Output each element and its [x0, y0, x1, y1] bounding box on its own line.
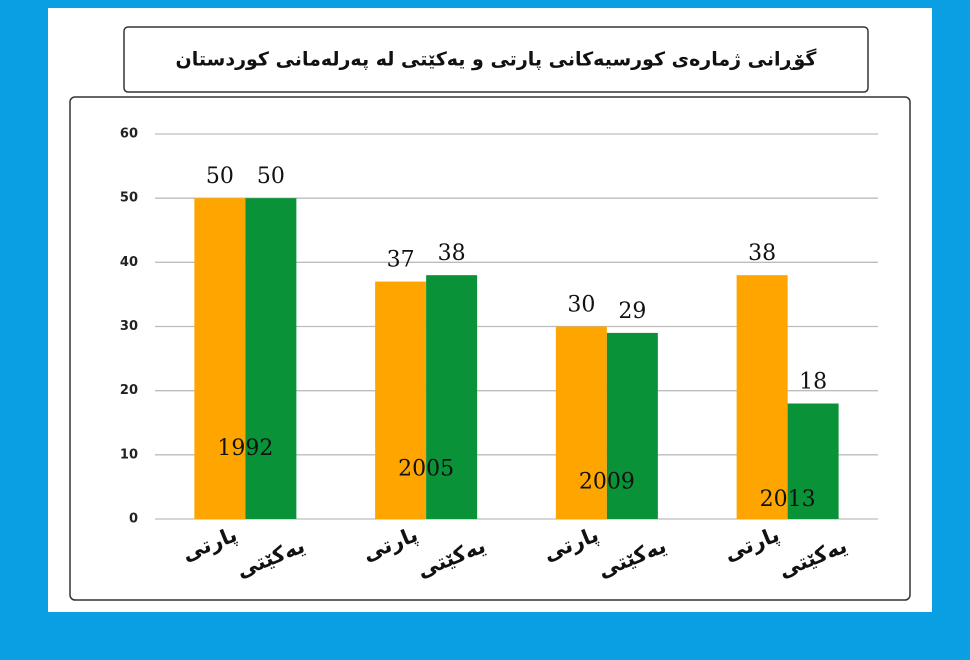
y-tick-label: 30 — [120, 319, 138, 334]
value-label: 38 — [438, 241, 466, 266]
y-tick-label: 50 — [120, 191, 138, 206]
category-label: 1992 — [217, 436, 273, 461]
y-tick-label: 10 — [120, 447, 138, 462]
category-label: 2009 — [579, 469, 635, 494]
bar — [736, 275, 788, 519]
value-label: 50 — [257, 164, 285, 189]
y-tick-label: 60 — [120, 127, 138, 142]
value-label: 38 — [748, 241, 776, 266]
y-tick-label: 0 — [129, 512, 138, 527]
bar — [426, 275, 478, 519]
bar — [245, 198, 297, 519]
bar — [787, 403, 839, 519]
y-tick-label: 20 — [120, 383, 138, 398]
title-box — [123, 26, 869, 93]
bar — [194, 198, 246, 519]
value-label: 30 — [567, 293, 595, 318]
y-tick-label: 40 — [120, 255, 138, 270]
value-label: 37 — [387, 248, 415, 273]
bar — [375, 281, 427, 519]
bar — [555, 326, 607, 519]
bar — [606, 332, 658, 519]
chart-title: گۆڕانی ژمارەی کورسیەکانی پارتی و یەکێتی … — [176, 48, 818, 71]
value-label: 18 — [799, 370, 827, 395]
category-label: 2013 — [760, 487, 816, 512]
category-label: 2005 — [398, 457, 454, 482]
value-label: 29 — [618, 299, 646, 324]
value-label: 50 — [206, 164, 234, 189]
